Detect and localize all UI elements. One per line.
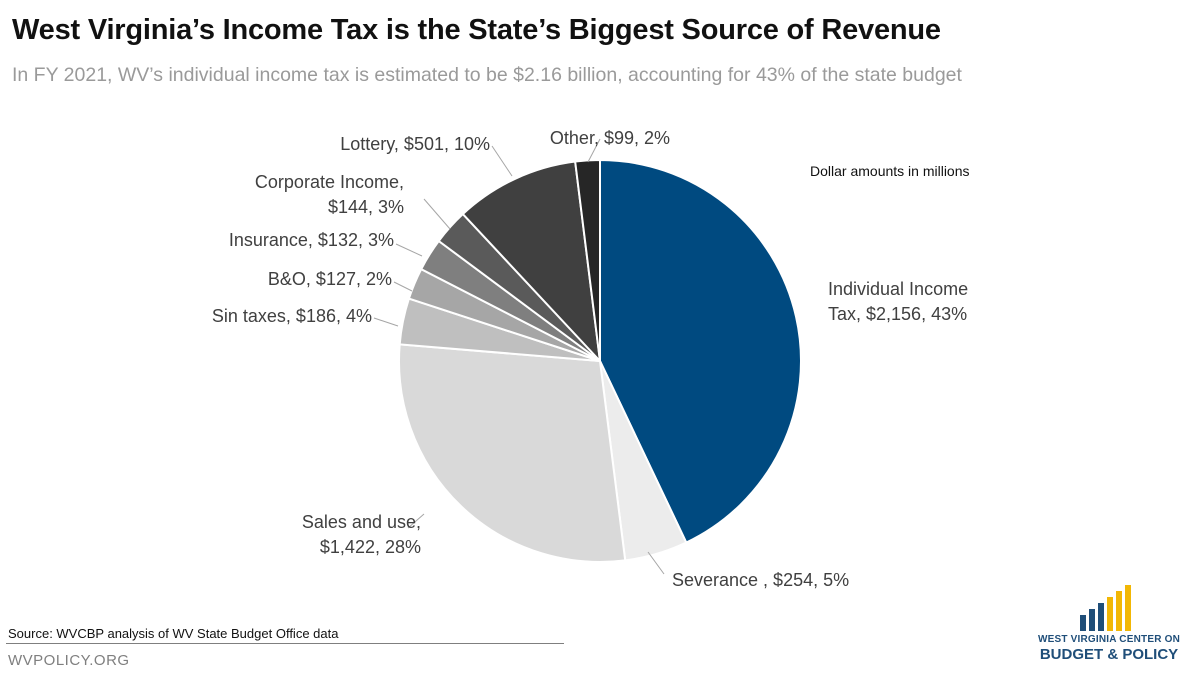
slice-label-4: B&O, $127, 2% [268,269,392,289]
slice-labels: Individual Income Tax, $2,156, 43% Severan… [212,128,968,590]
chart-title: West Virginia’s Income Tax is the State’… [12,14,941,46]
leader-line-5 [395,243,423,257]
units-note: Dollar amounts in millions [810,163,970,179]
slice-label-6: Corporate Income, $144, 3% [255,172,404,217]
logo-text-line2: BUDGET & POLICY [1039,646,1179,663]
wvcbp-logo: WEST VIRGINIA CENTER ON BUDGET & POLICY [1034,585,1184,665]
slice-label-line: Lottery, $501, 10% [340,134,490,154]
pie-slices [398,158,802,563]
logo-text-line1: WEST VIRGINIA CENTER ON [1037,634,1180,645]
slice-label-line: B&O, $127, 2% [268,269,392,289]
leader-line-3 [373,317,399,327]
slice-label-line: Individual Income [828,279,968,299]
source-divider [6,643,564,644]
slice-label-5: Insurance, $132, 3% [229,230,394,250]
slice-label-line: Sin taxes, $186, 4% [212,306,372,326]
leader-line-8 [587,138,601,163]
slice-label-line: Insurance, $132, 3% [229,230,394,250]
slice-label-line: $1,422, 28% [320,537,421,557]
leader-line-4 [393,281,413,292]
slice-label-0: Individual Income Tax, $2,156, 43% [828,279,968,324]
slice-label-line: Other, $99, 2% [550,128,670,148]
logo-bars-icon [1080,585,1131,631]
pie-slice-7 [461,160,602,364]
slice-label-line: Severance , $254, 5% [672,570,849,590]
chart-subtitle: In FY 2021, WV’s individual income tax i… [12,64,962,86]
slice-label-line: Corporate Income, [255,172,404,192]
slice-label-3: Sin taxes, $186, 4% [212,306,372,326]
pie-slice-8 [574,158,601,362]
slice-label-1: Severance , $254, 5% [672,570,849,590]
leader-line-1 [647,551,665,575]
source-note: Source: WVCBP analysis of WV State Budge… [8,626,339,641]
leader-line-7 [491,145,513,177]
slice-label-line: Tax, $2,156, 43% [828,304,967,324]
slice-label-7: Lottery, $501, 10% [340,134,490,154]
pie-slice-2 [398,343,627,563]
slice-label-line: $144, 3% [328,197,404,217]
site-url: WVPOLICY.ORG [8,652,130,669]
slice-label-2: Sales and use, $1,422, 28% [302,512,421,557]
leader-line-6 [423,198,451,230]
slice-label-line: Sales and use, [302,512,421,532]
leader-lines [373,138,665,575]
leader-line-2 [407,513,425,529]
slice-label-8: Other, $99, 2% [550,128,670,148]
pie-slice-0 [599,158,802,544]
